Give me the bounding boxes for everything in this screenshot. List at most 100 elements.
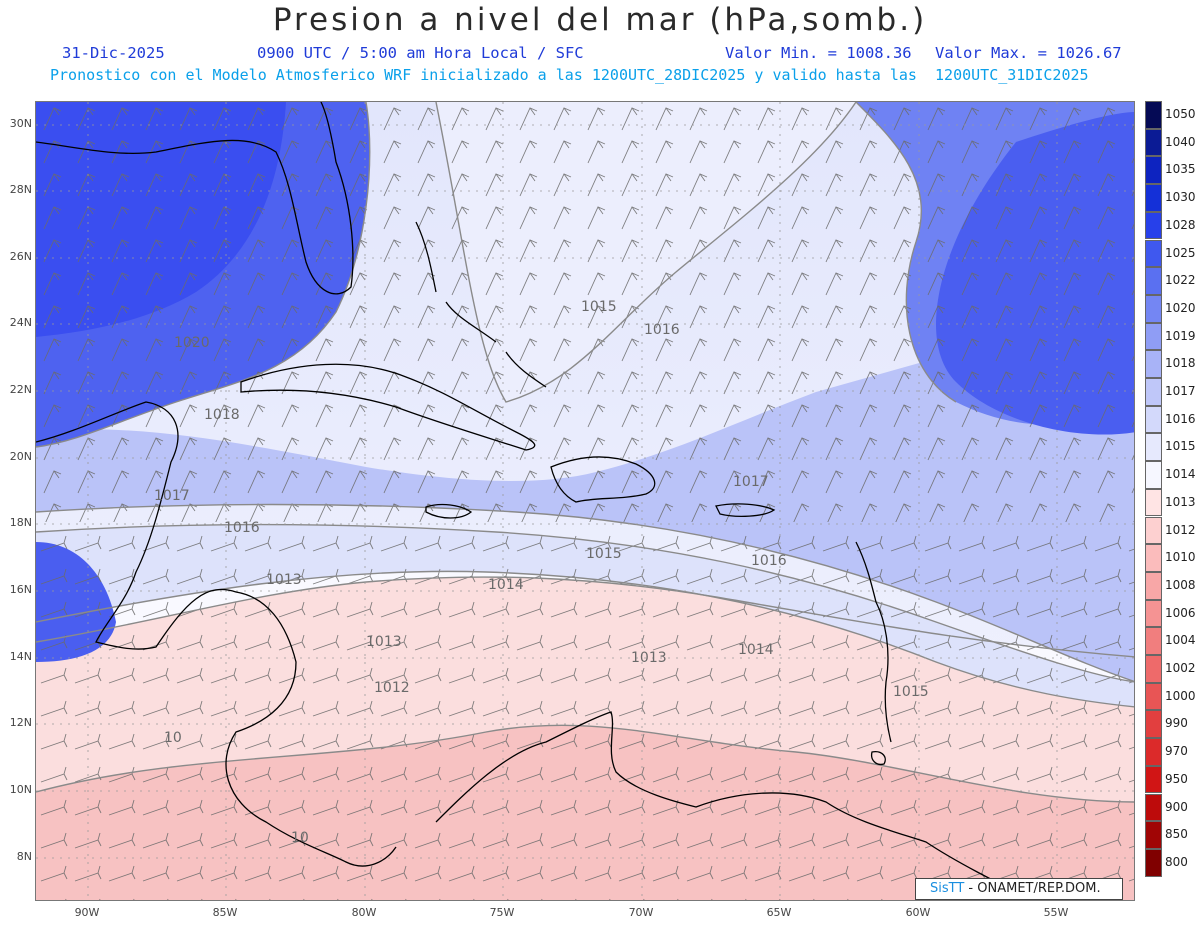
legend-label: 1025	[1165, 245, 1196, 260]
legend-label: 1000	[1165, 688, 1196, 703]
legend-swatch	[1145, 765, 1162, 794]
pressure-map-svg: 1015 1016 1020 1018 1017 1016 1015 1014 …	[36, 102, 1134, 900]
legend-swatch	[1145, 461, 1162, 489]
coast-bahamas	[415, 221, 547, 388]
credit-brand: SisTT	[930, 881, 965, 896]
wind-barbs-south	[36, 522, 1134, 900]
legend-label: 800	[1165, 854, 1188, 869]
lat-lon-grid	[36, 102, 1134, 900]
contour-label: 1013	[266, 572, 302, 588]
valid-time: 0900 UTC / 5:00 am Hora Local / SFC	[257, 44, 584, 62]
legend-swatch	[1145, 571, 1162, 600]
legend-label: 1019	[1165, 328, 1196, 343]
legend-label: 1022	[1165, 273, 1196, 288]
legend-swatch	[1145, 322, 1162, 351]
coast-cuba	[240, 363, 536, 451]
contour-label: 1014	[738, 642, 774, 658]
lat-label: 18N	[9, 516, 32, 529]
legend-label: 1020	[1165, 300, 1196, 315]
contour-labels: 1015 1016 1020 1018 1017 1016 1015 1014 …	[154, 299, 929, 846]
contour-label: 1017	[733, 474, 769, 490]
legend-label: 1018	[1165, 356, 1196, 371]
legend-swatch	[1145, 488, 1162, 517]
legend-label: 1008	[1165, 577, 1196, 592]
lon-label: 90W	[74, 906, 100, 919]
contour-label: 1015	[586, 546, 622, 562]
lat-label: 16N	[9, 583, 32, 596]
legend-swatch	[1145, 599, 1162, 628]
legend-swatch	[1145, 627, 1162, 655]
contour-label: 10	[164, 730, 182, 746]
lon-label: 70W	[628, 906, 654, 919]
legend-label: 950	[1165, 771, 1188, 786]
lat-label: 8N	[16, 850, 32, 863]
lat-label: 24N	[9, 316, 32, 329]
lat-label: 30N	[9, 117, 32, 130]
contour-label: 1020	[174, 335, 210, 351]
contour-label: 1015	[581, 299, 617, 315]
contour-label: 10	[291, 830, 309, 846]
contour-label: 1018	[204, 407, 240, 423]
lat-label: 22N	[9, 383, 32, 396]
lon-label: 85W	[212, 906, 238, 919]
lon-label: 75W	[489, 906, 515, 919]
isobars	[36, 102, 1134, 803]
color-legend: 1050 1040 1035 1030 1028 1025 1022 1020 1019 1018…	[1145, 101, 1200, 904]
coast-puerto-rico	[715, 503, 776, 517]
legend-label: 850	[1165, 827, 1188, 842]
legend-swatch	[1145, 350, 1162, 378]
credit-box: SisTT - ONAMET/REP.DOM.	[915, 878, 1123, 900]
coastlines	[36, 102, 1034, 900]
legend-label: 1012	[1165, 522, 1196, 537]
credit-text: - ONAMET/REP.DOM.	[964, 881, 1101, 896]
coast-gulf-florida	[36, 102, 354, 295]
legend-label: 1030	[1165, 190, 1196, 205]
legend-swatch	[1145, 101, 1162, 129]
coast-south-america	[435, 711, 1034, 900]
contour-label: 1017	[154, 488, 190, 504]
min-value: Valor Min. = 1008.36	[725, 44, 912, 62]
legend-swatch	[1145, 682, 1162, 711]
lat-label: 14N	[9, 650, 32, 663]
legend-label: 1004	[1165, 633, 1196, 648]
legend-label: 1028	[1165, 217, 1196, 232]
forecast-date: 31-Dic-2025	[62, 44, 165, 62]
legend-label: 1016	[1165, 411, 1196, 426]
forecast-info-line: Pronostico con el Modelo Atmosferico WRF…	[50, 66, 1089, 84]
coast-trinidad	[870, 751, 886, 766]
legend-swatch	[1145, 516, 1162, 545]
legend-label: 990	[1165, 716, 1188, 731]
wind-barbs-north	[36, 102, 1134, 522]
coast-jamaica	[425, 503, 473, 519]
legend-label: 1006	[1165, 605, 1196, 620]
legend-label: 1035	[1165, 162, 1196, 177]
legend-swatch	[1145, 156, 1162, 185]
legend-label: 1002	[1165, 661, 1196, 675]
contour-label: 1016	[751, 553, 787, 569]
legend-swatch	[1145, 793, 1162, 822]
legend-swatch	[1145, 821, 1162, 849]
legend-label: 1014	[1165, 467, 1196, 482]
contour-label: 1016	[644, 322, 680, 338]
legend-label: 1013	[1165, 494, 1196, 509]
lon-label: 60W	[905, 906, 931, 919]
contour-label: 1012	[374, 680, 410, 696]
legend-swatch	[1145, 433, 1162, 462]
legend-swatch	[1145, 544, 1162, 572]
lat-label: 10N	[9, 783, 32, 796]
legend-swatch	[1145, 267, 1162, 295]
max-value: Valor Max. = 1026.67	[935, 44, 1122, 62]
contour-label: 1013	[366, 634, 402, 650]
legend-swatch	[1145, 405, 1162, 434]
contour-label: 1014	[488, 577, 524, 593]
contour-label: 1015	[893, 684, 929, 700]
legend-swatch	[1145, 655, 1162, 683]
legend-swatch	[1145, 738, 1162, 766]
lat-label: 20N	[9, 450, 32, 463]
map-title: Presion a nivel del mar (hPa,somb.)	[272, 2, 928, 38]
legend-swatch	[1145, 128, 1162, 157]
lon-label: 65W	[766, 906, 792, 919]
coast-yucatan-central-america	[36, 401, 397, 867]
pressure-map: 1015 1016 1020 1018 1017 1016 1015 1014 …	[35, 101, 1135, 901]
coast-lesser-antilles	[855, 541, 892, 743]
